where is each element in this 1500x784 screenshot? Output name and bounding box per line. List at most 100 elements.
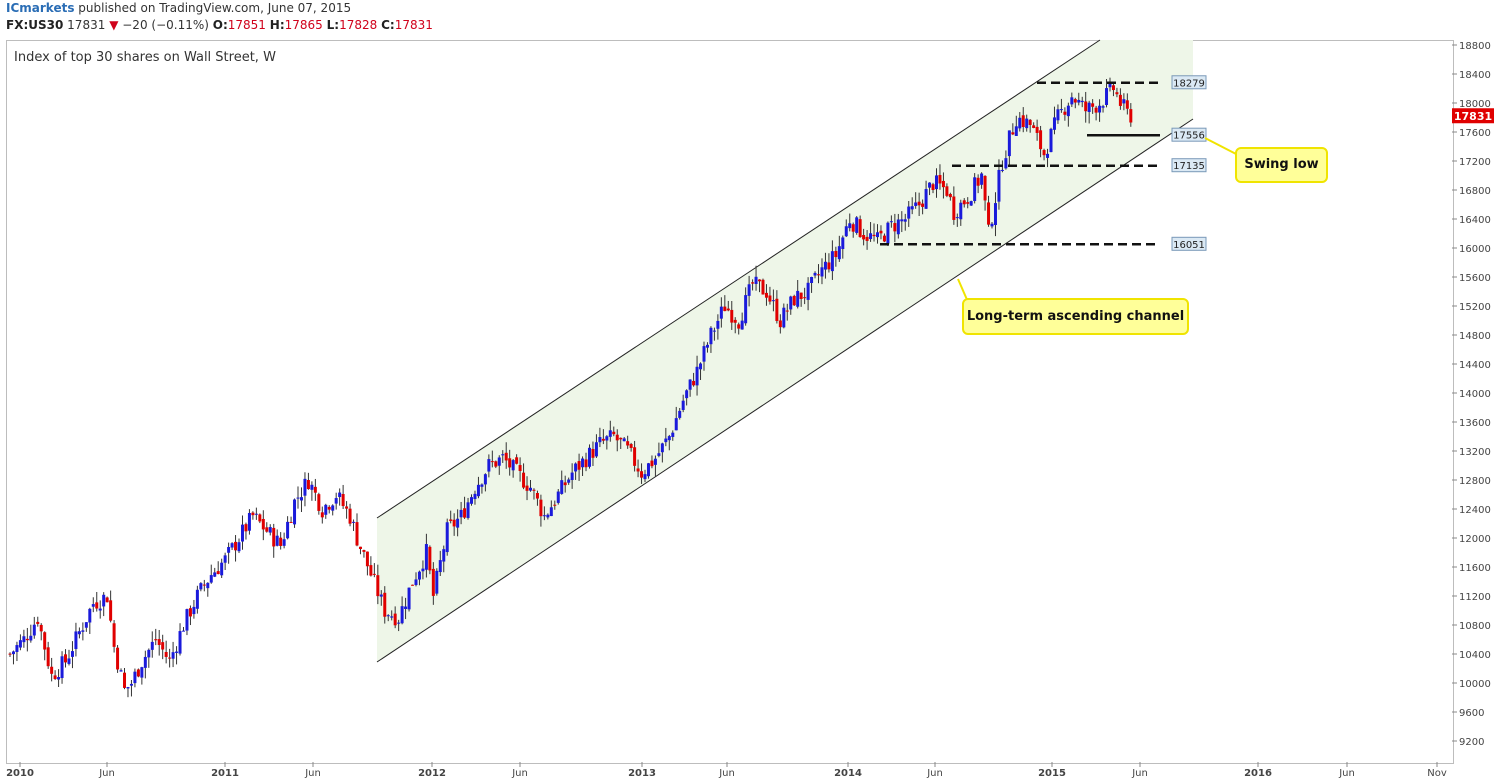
low-label: L: [326, 18, 340, 32]
candle-down [369, 565, 373, 576]
candle-down [46, 647, 50, 667]
candle-up [959, 202, 963, 220]
candle-down [1094, 107, 1098, 113]
candle-up [15, 645, 19, 652]
candle-down [758, 279, 762, 282]
candle-up [1105, 88, 1109, 106]
y-tick-label: 12400 [1459, 505, 1491, 516]
candle-down [313, 486, 317, 493]
x-tick-label: Jun [718, 768, 735, 779]
candle-up [143, 656, 147, 668]
candle-up [220, 562, 224, 576]
channel-lower-line[interactable] [376, 118, 1194, 663]
candle-down [726, 308, 730, 311]
author-link[interactable]: ICmarkets [6, 1, 75, 15]
candle-down [962, 200, 966, 205]
candle-down [563, 482, 567, 486]
ascending-channel-fill[interactable] [377, 40, 1193, 662]
candle-up [695, 366, 699, 386]
candle-down [692, 380, 696, 386]
candle-down [1032, 125, 1036, 128]
candle-up [889, 221, 893, 223]
candle-down [393, 613, 397, 626]
candle-down [584, 459, 588, 468]
publish-info: ICmarkets published on TradingView.com, … [6, 1, 351, 15]
close-label: C: [381, 18, 395, 32]
candle-up [608, 430, 612, 437]
candle-down [987, 202, 991, 225]
candle-up [473, 493, 477, 500]
channel-callout[interactable]: Long-term ascending channel [962, 298, 1189, 335]
candle-up [293, 499, 297, 525]
candle-up [445, 522, 449, 553]
candle-up [716, 320, 720, 329]
candle-up [275, 535, 279, 546]
candle-down [161, 642, 165, 650]
candle-down [449, 519, 453, 521]
candle-up [1101, 106, 1105, 108]
close-value: 17831 [394, 18, 433, 32]
level-label: 18279 [1173, 78, 1205, 89]
candle-up [303, 478, 307, 496]
level-label: 16051 [1173, 240, 1205, 251]
candle-down [761, 279, 765, 295]
y-tick-label: 13600 [1459, 418, 1491, 429]
candle-up [171, 652, 175, 659]
y-tick-label: 9200 [1459, 737, 1484, 748]
candle-down [938, 174, 942, 184]
candle-up [678, 410, 682, 418]
candle-down [50, 666, 54, 674]
candle-down [778, 320, 782, 328]
time-axis[interactable]: 2010 Jun 2011 Jun 2012 Jun 2013 Jun 2014 Jun 2015 J… [6, 762, 1447, 779]
y-tick-label: 17200 [1459, 157, 1491, 168]
candle-down [463, 508, 467, 518]
high-label: H: [269, 18, 285, 32]
candle-down [1111, 85, 1115, 91]
candle-down [25, 638, 29, 641]
y-tick-label: 10400 [1459, 650, 1491, 661]
x-tick-label: Jun [1338, 768, 1355, 779]
candle-up [910, 206, 914, 210]
y-tick-label: 16400 [1459, 215, 1491, 226]
swing-low-pointer [1204, 137, 1239, 156]
candle-up [934, 175, 938, 190]
candle-up [712, 330, 716, 332]
candle-up [896, 219, 900, 235]
level-label: 17135 [1173, 161, 1205, 172]
candle-down [626, 441, 630, 446]
horizontal-levels[interactable]: 18279 17556 17135 16051 [880, 75, 1207, 251]
candle-up [1056, 109, 1060, 121]
candle-up [29, 635, 33, 641]
candle-down [633, 447, 637, 466]
swing-low-callout[interactable]: Swing low [1235, 147, 1328, 183]
candle-down [36, 621, 40, 624]
candle-down [251, 512, 255, 516]
candle-up [223, 555, 227, 563]
candle-up [397, 622, 401, 624]
candle-down [8, 653, 12, 655]
candle-up [1070, 97, 1074, 105]
candle-down [216, 571, 220, 575]
symbol-name[interactable]: FX:US30 [6, 18, 64, 32]
candle-up [119, 670, 123, 672]
candle-up [1108, 83, 1112, 88]
candle-down [983, 175, 987, 201]
candle-up [581, 458, 585, 468]
candle-down [348, 508, 352, 524]
candle-up [435, 570, 439, 594]
candle-up [681, 400, 685, 410]
candle-up [719, 306, 723, 319]
candle-down [640, 471, 644, 478]
channel-upper-line[interactable] [376, 39, 1101, 519]
candle-down [317, 494, 321, 511]
candle-up [955, 217, 959, 219]
y-tick-label: 10800 [1459, 621, 1491, 632]
candle-up [150, 641, 154, 650]
x-tick-label: Nov [1427, 768, 1447, 779]
candle-down [1091, 103, 1095, 107]
candle-down [817, 274, 821, 276]
price-axis[interactable]: 18800 18400 18000 17600 17200 16800 16400 16000… [1452, 41, 1494, 748]
candle-down [508, 458, 512, 468]
candle-up [685, 390, 689, 399]
